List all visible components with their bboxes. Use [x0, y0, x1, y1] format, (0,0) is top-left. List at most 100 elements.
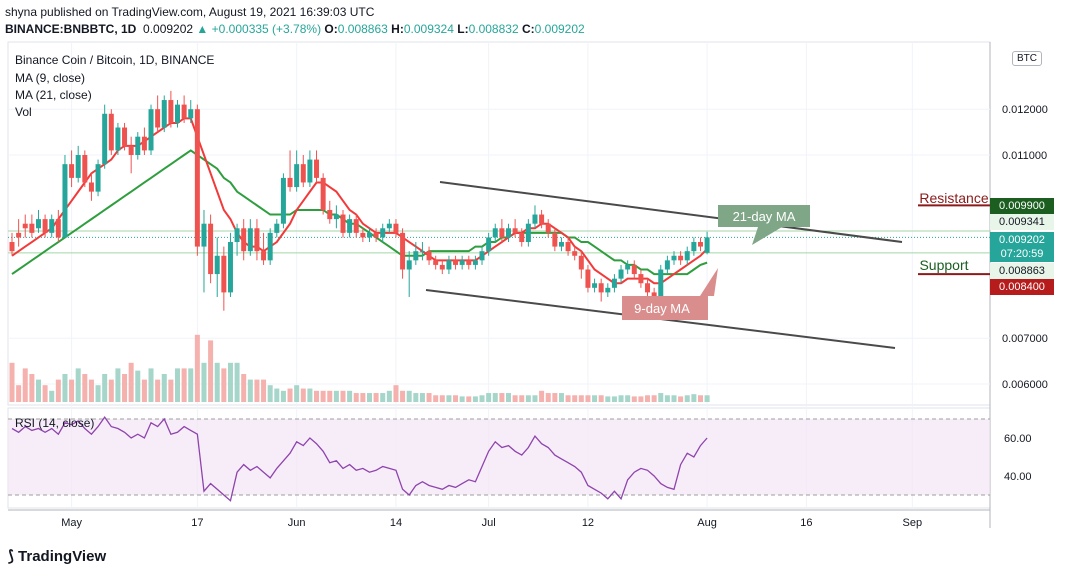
candle-body	[459, 260, 465, 265]
volume-bar	[638, 396, 644, 402]
volume-bar	[525, 395, 531, 402]
volume-bar	[552, 393, 558, 402]
volume-bar	[426, 393, 432, 402]
candle-body	[254, 228, 260, 252]
volume-bar	[611, 396, 617, 402]
volume-bar	[618, 395, 624, 402]
volume-bar	[658, 393, 664, 402]
volume-bar	[684, 395, 690, 402]
candle-body	[214, 255, 220, 275]
candle-body	[512, 228, 518, 233]
volume-bar	[466, 396, 472, 402]
candle-body	[697, 242, 703, 247]
price-tick-label: 0.006000	[1002, 379, 1048, 391]
volume-bar	[148, 368, 154, 402]
candle-body	[161, 100, 167, 128]
candle-body	[486, 237, 492, 252]
volume-bar	[558, 393, 564, 402]
volume-bar	[499, 393, 505, 402]
candle-body	[625, 264, 631, 270]
candle-body	[221, 255, 227, 293]
tradingview-wordmark: TradingView	[18, 548, 107, 565]
volume-bar	[671, 395, 677, 402]
volume-bar	[360, 393, 366, 402]
volume-bar	[446, 395, 452, 402]
volume-bar	[439, 395, 445, 402]
rsi-tick-label: 60.00	[1004, 433, 1032, 445]
volume-bar	[572, 395, 578, 402]
candle-body	[29, 223, 35, 233]
volume-bar	[459, 396, 465, 402]
time-tick-label: Jul	[482, 517, 496, 529]
volume-bar	[227, 362, 233, 402]
volume-bar	[241, 374, 247, 402]
volume-bar	[16, 385, 22, 402]
volume-bar	[287, 388, 293, 402]
candle-body	[55, 219, 61, 238]
volume-bar	[9, 362, 15, 402]
volume-legend: Vol	[15, 105, 32, 119]
candle-body	[572, 251, 578, 256]
candle-body	[128, 145, 134, 155]
rsi-tick-label: 40.00	[1004, 471, 1032, 483]
candle-body	[353, 219, 359, 233]
candle-body	[658, 269, 664, 302]
volume-bar	[353, 393, 359, 402]
candle-body	[684, 251, 690, 261]
candle-body	[499, 228, 505, 238]
candle-body	[466, 260, 472, 265]
candle-body	[578, 255, 584, 270]
volume-bar	[704, 395, 710, 402]
volume-bar	[274, 388, 280, 402]
candle-body	[479, 251, 485, 261]
candle-body	[122, 127, 128, 146]
candle-body	[16, 232, 22, 238]
candle-body	[380, 228, 386, 238]
time-tick-label: May	[61, 517, 82, 529]
currency-badge[interactable]: BTC	[1012, 51, 1042, 66]
candle-body	[62, 164, 68, 238]
candle-body	[671, 255, 677, 261]
volume-bar	[512, 395, 518, 402]
rsi-line	[11, 415, 708, 502]
candle-body	[558, 242, 564, 247]
last-price: 0.009202	[143, 22, 194, 36]
volume-bar	[419, 393, 425, 402]
support-annotation: Support	[919, 257, 968, 273]
rsi-band	[8, 419, 990, 495]
candle-body	[294, 164, 300, 188]
candle-body	[340, 214, 346, 233]
candle-body	[102, 113, 108, 165]
low-value: 0.008832	[468, 22, 519, 36]
volume-bar	[115, 368, 121, 402]
volume-bar	[22, 368, 28, 402]
volume-bar	[433, 395, 439, 402]
volume-bar	[340, 390, 346, 402]
volume-bar	[135, 370, 141, 402]
candle-body	[274, 223, 280, 233]
candle-body	[135, 136, 141, 155]
volume-bar	[175, 368, 180, 402]
support-price-label: 0.008400	[990, 279, 1054, 295]
volume-bar	[247, 379, 253, 402]
last-price-label: 0.009202	[990, 232, 1054, 248]
candle-body	[333, 214, 339, 220]
ma9-annotation: 9-day MA	[634, 301, 690, 316]
candle-body	[565, 242, 571, 252]
volume-bar	[347, 390, 353, 402]
candle-body	[506, 228, 511, 238]
open-price-label: 0.008863	[990, 263, 1054, 279]
candle-body	[598, 283, 604, 293]
candle-body	[148, 109, 154, 151]
chart-legend-title: Binance Coin / Bitcoin, 1D, BINANCE	[15, 53, 215, 67]
ma21-annotation: 21-day MA	[733, 209, 796, 224]
tradingview-logo[interactable]: ⟆ TradingView	[8, 547, 106, 565]
candle-body	[261, 251, 267, 261]
volume-bar	[82, 374, 88, 402]
candle-body	[82, 155, 88, 183]
candle-body	[201, 223, 207, 247]
volume-bar	[254, 379, 260, 402]
candle-body	[181, 104, 187, 119]
time-tick-label: Sep	[903, 517, 923, 529]
